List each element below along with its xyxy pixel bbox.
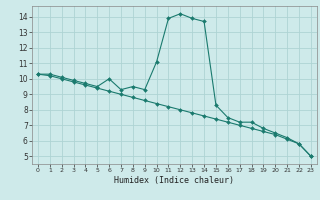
X-axis label: Humidex (Indice chaleur): Humidex (Indice chaleur) (115, 176, 234, 185)
